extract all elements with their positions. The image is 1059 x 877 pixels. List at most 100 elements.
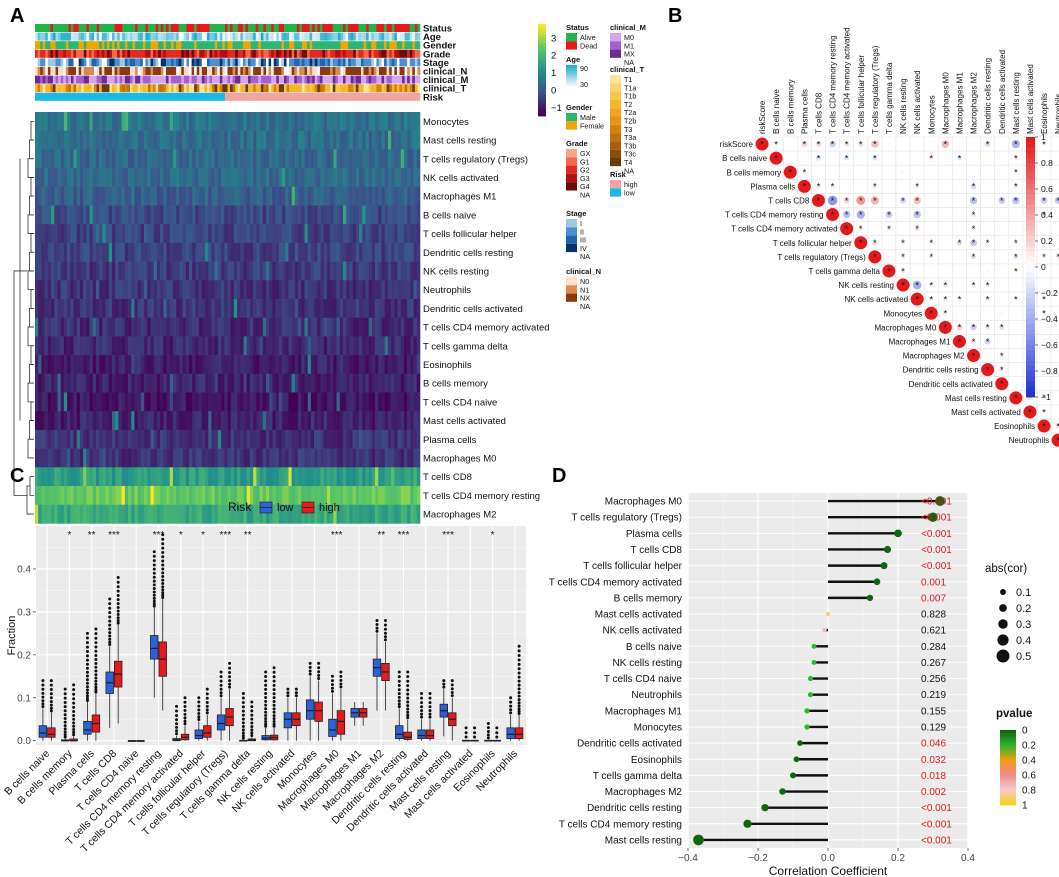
heatmap-cell bbox=[51, 392, 55, 412]
heatmap-cell bbox=[60, 186, 65, 206]
heatmap-cell bbox=[400, 168, 405, 188]
heatmap-cell bbox=[282, 355, 286, 375]
track-cell bbox=[68, 92, 72, 101]
heatmap-cell bbox=[227, 261, 232, 281]
heatmap-cell bbox=[147, 299, 151, 318]
heatmap-cell bbox=[95, 317, 100, 337]
heatmap-cell bbox=[195, 224, 199, 244]
track-cell bbox=[232, 32, 236, 41]
heatmap-cell bbox=[397, 112, 402, 131]
corr-star: * bbox=[1042, 407, 1046, 417]
legend-swatch bbox=[566, 293, 577, 302]
track-cell bbox=[248, 75, 251, 84]
heatmap-cell bbox=[320, 411, 325, 431]
heatmap-cell bbox=[198, 242, 203, 262]
track-cell bbox=[348, 92, 351, 101]
legend-title: clinical_T bbox=[610, 65, 645, 74]
corr-row-label: B cells naive bbox=[722, 154, 767, 163]
heatmap-cell bbox=[378, 448, 382, 468]
heatmap-cell bbox=[259, 411, 264, 431]
corr-diagonal-star: * bbox=[774, 153, 778, 163]
heatmap-cell bbox=[221, 504, 225, 524]
legend-label: high bbox=[624, 180, 638, 189]
box-body bbox=[83, 720, 92, 735]
heatmap-cell bbox=[67, 261, 71, 281]
heatmap-cell bbox=[79, 112, 84, 131]
track-cell bbox=[142, 24, 146, 32]
heatmap-cell bbox=[365, 149, 369, 169]
heatmap-cell bbox=[47, 467, 52, 487]
track-cell bbox=[394, 49, 398, 58]
heatmap-cell bbox=[298, 242, 302, 262]
heatmap-cell bbox=[208, 130, 212, 150]
track-cell bbox=[199, 24, 203, 32]
outlier-point bbox=[63, 696, 67, 700]
heatmap-cell bbox=[387, 261, 392, 281]
heatmap-cell bbox=[230, 467, 235, 487]
heatmap-cell bbox=[397, 373, 402, 393]
heatmap-cell bbox=[217, 411, 222, 431]
corr-star: * bbox=[901, 266, 905, 276]
track-cell bbox=[70, 49, 74, 58]
heatmap-cell bbox=[359, 168, 363, 188]
heatmap-cell bbox=[310, 112, 315, 131]
track-cell bbox=[227, 58, 231, 67]
heatmap-cell bbox=[282, 149, 286, 169]
corr-circle bbox=[929, 254, 934, 259]
heatmap-cell bbox=[63, 486, 68, 505]
heatmap-cell bbox=[144, 467, 148, 487]
heatmap-cell bbox=[349, 486, 353, 505]
heatmap-cell bbox=[237, 112, 241, 131]
heatmap-cell bbox=[365, 299, 369, 318]
track-cell bbox=[409, 92, 413, 101]
heatmap-cell bbox=[150, 392, 155, 412]
heatmap-cell bbox=[381, 168, 386, 188]
track-cell bbox=[399, 24, 403, 32]
heatmap-cell bbox=[333, 355, 337, 375]
heatmap-cell bbox=[291, 280, 296, 300]
heatmap-cell bbox=[211, 242, 215, 262]
track-cell bbox=[63, 49, 67, 58]
heatmap-cell bbox=[378, 486, 382, 505]
heatmap-cell bbox=[227, 168, 232, 188]
heatmap-cell bbox=[391, 411, 395, 431]
heatmap-cell bbox=[172, 130, 177, 150]
heatmap-cell bbox=[291, 373, 296, 393]
corr-circle bbox=[844, 141, 850, 147]
track-cell bbox=[360, 92, 364, 101]
heatmap-cell bbox=[131, 429, 135, 449]
heatmap-cell bbox=[92, 205, 97, 225]
heatmap-cell bbox=[86, 448, 90, 468]
corr-circle bbox=[984, 338, 991, 345]
heatmap-cell bbox=[349, 224, 353, 244]
corr-star: * bbox=[986, 238, 990, 248]
heatmap-cell bbox=[397, 186, 402, 206]
dendrogram-branch bbox=[27, 382, 34, 403]
heatmap-cell bbox=[346, 467, 350, 487]
corr-diagonal-star: * bbox=[901, 280, 905, 290]
heatmap-cell bbox=[253, 467, 257, 487]
track-cell bbox=[171, 67, 174, 75]
heatmap-cell bbox=[310, 224, 315, 244]
heatmap-cell bbox=[298, 486, 302, 505]
corr-circle bbox=[829, 140, 836, 148]
heatmap-cell bbox=[326, 112, 331, 131]
heatmap-cell bbox=[403, 504, 408, 524]
legend-label: T4 bbox=[624, 158, 632, 167]
corr-star: * bbox=[929, 153, 933, 163]
heatmap-cell bbox=[208, 299, 212, 318]
track-cell bbox=[124, 49, 128, 58]
heatmap-cell bbox=[35, 392, 39, 412]
heatmap-cell bbox=[339, 112, 344, 131]
track-cell bbox=[319, 92, 323, 101]
heatmap-cell bbox=[179, 280, 183, 300]
heatmap-cell bbox=[275, 448, 280, 468]
heatmap-cell bbox=[156, 186, 161, 206]
heatmap-cell bbox=[365, 355, 369, 375]
track-cell bbox=[363, 24, 367, 32]
outlier-point bbox=[72, 721, 76, 725]
track-cell bbox=[122, 67, 126, 75]
track-cell bbox=[209, 67, 213, 75]
heatmap-cell bbox=[86, 355, 90, 375]
heatmap-cell bbox=[416, 242, 421, 262]
